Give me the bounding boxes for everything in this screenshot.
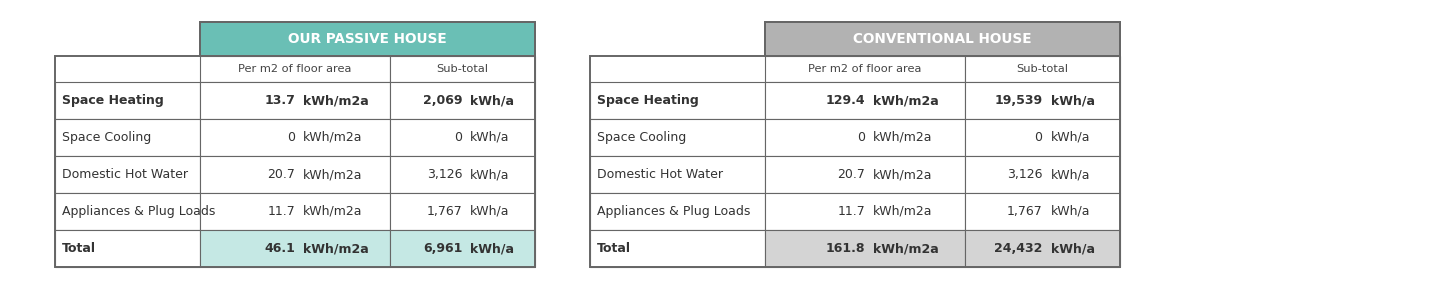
- Text: kWh/a: kWh/a: [1051, 168, 1090, 181]
- Bar: [390, 82, 535, 119]
- Bar: [200, 230, 390, 267]
- Text: 46.1: 46.1: [265, 242, 295, 255]
- Bar: [591, 193, 765, 230]
- Text: kWh/a: kWh/a: [470, 131, 511, 144]
- Bar: [765, 193, 965, 230]
- Bar: [965, 82, 1120, 119]
- Text: Sub-total: Sub-total: [436, 64, 489, 74]
- Text: Per m2 of floor area: Per m2 of floor area: [239, 64, 352, 74]
- Bar: [390, 119, 535, 156]
- Text: kWh/a: kWh/a: [470, 242, 515, 255]
- Text: Space Heating: Space Heating: [596, 94, 699, 107]
- Text: kWh/m2a: kWh/m2a: [872, 205, 932, 218]
- Bar: [54, 230, 200, 267]
- Text: kWh/m2a: kWh/m2a: [872, 131, 932, 144]
- Text: kWh/a: kWh/a: [470, 168, 511, 181]
- Text: 161.8: 161.8: [825, 242, 865, 255]
- Bar: [54, 119, 200, 156]
- Text: 0: 0: [1034, 131, 1042, 144]
- Text: kWh/a: kWh/a: [1051, 131, 1090, 144]
- Text: Space Heating: Space Heating: [61, 94, 164, 107]
- Text: 11.7: 11.7: [267, 205, 295, 218]
- Bar: [591, 156, 765, 193]
- Bar: [390, 156, 535, 193]
- Text: kWh/m2a: kWh/m2a: [303, 205, 362, 218]
- Text: kWh/a: kWh/a: [470, 205, 511, 218]
- Text: kWh/m2a: kWh/m2a: [303, 131, 362, 144]
- Bar: [765, 156, 965, 193]
- Text: Appliances & Plug Loads: Appliances & Plug Loads: [596, 205, 751, 218]
- Bar: [54, 156, 200, 193]
- Text: kWh/m2a: kWh/m2a: [872, 168, 932, 181]
- Text: kWh/m2a: kWh/m2a: [872, 242, 938, 255]
- Bar: [390, 230, 535, 267]
- Text: kWh/m2a: kWh/m2a: [872, 94, 938, 107]
- Text: Total: Total: [596, 242, 631, 255]
- Text: 0: 0: [857, 131, 865, 144]
- Bar: [591, 82, 765, 119]
- Text: kWh/a: kWh/a: [1051, 242, 1095, 255]
- Text: CONVENTIONAL HOUSE: CONVENTIONAL HOUSE: [854, 32, 1032, 46]
- Bar: [54, 56, 535, 267]
- Bar: [591, 119, 765, 156]
- Text: Sub-total: Sub-total: [1017, 64, 1068, 74]
- Bar: [390, 56, 535, 82]
- Bar: [765, 22, 1120, 56]
- Text: 3,126: 3,126: [1007, 168, 1042, 181]
- Bar: [765, 22, 1120, 56]
- Bar: [965, 156, 1120, 193]
- Bar: [200, 82, 390, 119]
- Text: kWh/a: kWh/a: [470, 94, 515, 107]
- Text: kWh/a: kWh/a: [1051, 205, 1090, 218]
- Bar: [200, 56, 390, 82]
- Bar: [591, 230, 765, 267]
- Text: kWh/m2a: kWh/m2a: [303, 168, 362, 181]
- Text: kWh/a: kWh/a: [1051, 94, 1095, 107]
- Text: 129.4: 129.4: [825, 94, 865, 107]
- Text: 3,126: 3,126: [428, 168, 462, 181]
- Text: Appliances & Plug Loads: Appliances & Plug Loads: [61, 205, 216, 218]
- Bar: [965, 56, 1120, 82]
- Bar: [54, 193, 200, 230]
- Text: Space Cooling: Space Cooling: [61, 131, 152, 144]
- Text: 13.7: 13.7: [265, 94, 295, 107]
- Bar: [200, 156, 390, 193]
- Text: 11.7: 11.7: [837, 205, 865, 218]
- Text: 20.7: 20.7: [837, 168, 865, 181]
- Bar: [765, 82, 965, 119]
- Text: 19,539: 19,539: [994, 94, 1042, 107]
- Bar: [200, 22, 535, 56]
- Text: 0: 0: [455, 131, 462, 144]
- Text: 1,767: 1,767: [1007, 205, 1042, 218]
- Bar: [765, 230, 965, 267]
- Bar: [965, 230, 1120, 267]
- Text: Domestic Hot Water: Domestic Hot Water: [61, 168, 187, 181]
- Bar: [765, 56, 965, 82]
- Text: kWh/m2a: kWh/m2a: [303, 94, 369, 107]
- Bar: [965, 119, 1120, 156]
- Bar: [591, 56, 1120, 267]
- Text: Total: Total: [61, 242, 96, 255]
- Text: 0: 0: [287, 131, 295, 144]
- Bar: [200, 193, 390, 230]
- Text: 1,767: 1,767: [426, 205, 462, 218]
- Text: 24,432: 24,432: [994, 242, 1042, 255]
- Text: 6,961: 6,961: [423, 242, 462, 255]
- Bar: [200, 22, 535, 56]
- Text: 2,069: 2,069: [423, 94, 462, 107]
- Bar: [965, 193, 1120, 230]
- Bar: [54, 82, 200, 119]
- Text: Domestic Hot Water: Domestic Hot Water: [596, 168, 724, 181]
- Text: 20.7: 20.7: [267, 168, 295, 181]
- Text: kWh/m2a: kWh/m2a: [303, 242, 369, 255]
- Text: Space Cooling: Space Cooling: [596, 131, 686, 144]
- Bar: [765, 119, 965, 156]
- Text: OUR PASSIVE HOUSE: OUR PASSIVE HOUSE: [289, 32, 446, 46]
- Text: Per m2 of floor area: Per m2 of floor area: [808, 64, 922, 74]
- Bar: [390, 193, 535, 230]
- Bar: [200, 119, 390, 156]
